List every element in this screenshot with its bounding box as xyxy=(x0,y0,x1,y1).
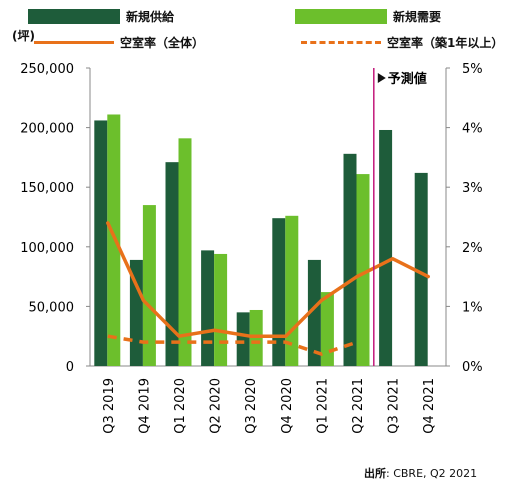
source-title: 出所 xyxy=(364,467,386,480)
y-tick-label-right: 3% xyxy=(462,181,483,196)
bar-demand xyxy=(142,205,156,366)
source-text: : CBRE, Q2 2021 xyxy=(386,467,478,480)
y-tick-label-left: 50,000 xyxy=(29,300,75,315)
legend-line-vacancy-total xyxy=(34,41,114,44)
x-tick-label: Q2 2021 xyxy=(351,378,366,434)
x-tick-label: Q1 2021 xyxy=(315,378,330,434)
bar-supply xyxy=(379,129,393,366)
legend-item-supply: 新規供給 xyxy=(28,8,174,25)
source-note: 出所: CBRE, Q2 2021 xyxy=(364,465,477,481)
line-vacancy-total xyxy=(106,221,430,338)
line-vacancy-1yr xyxy=(107,334,358,356)
bar-demand xyxy=(178,138,192,366)
bar-supply xyxy=(343,153,357,366)
legend-label-demand: 新規需要 xyxy=(393,10,442,24)
forecast-arrow-icon xyxy=(377,73,386,83)
legend-label-supply: 新規供給 xyxy=(126,10,175,24)
bar-supply xyxy=(414,172,428,366)
bar-demand xyxy=(249,309,263,366)
y-axis-unit-label: (坪) xyxy=(12,29,35,43)
x-tick-label: Q4 2021 xyxy=(422,378,437,434)
bar-supply xyxy=(272,218,286,366)
bar-supply xyxy=(236,312,250,366)
bar-demand xyxy=(107,114,121,366)
y-tick-label-left: 100,000 xyxy=(20,241,74,256)
x-tick-label: Q3 2021 xyxy=(387,378,402,434)
bar-demand xyxy=(214,253,228,366)
x-tick-label: Q3 2019 xyxy=(102,378,117,434)
y-tick-label-left: 200,000 xyxy=(20,122,74,137)
y-tick-label-right: 4% xyxy=(462,122,483,137)
x-tick-label: Q3 2020 xyxy=(244,378,259,434)
y-tick-label-left: 150,000 xyxy=(20,181,74,196)
legend-swatch-demand xyxy=(295,9,387,24)
x-tick-label: Q4 2020 xyxy=(280,378,295,434)
bar-supply xyxy=(94,120,108,366)
y-tick-label-right: 1% xyxy=(462,300,483,315)
bar-demand xyxy=(320,292,334,366)
bar-supply xyxy=(201,250,215,366)
x-tick-label: Q1 2020 xyxy=(173,378,188,434)
x-tick-label: Q2 2020 xyxy=(209,378,224,434)
bar-supply xyxy=(307,259,321,366)
forecast-label: 予測値 xyxy=(388,71,427,87)
bar-demand xyxy=(356,174,370,366)
y-tick-label-left: 0 xyxy=(66,360,74,375)
y-tick-label-right: 0% xyxy=(462,360,483,375)
legend-label-vacancy-total: 空室率（全体） xyxy=(120,36,205,50)
y-tick-label-left: 250,000 xyxy=(20,62,74,77)
y-tick-label-right: 2% xyxy=(462,241,483,256)
legend-label-vacancy-1yr: 空室率（築1年以上） xyxy=(387,36,504,50)
bar-supply xyxy=(165,162,179,366)
legend-item-demand: 新規需要 xyxy=(295,8,441,25)
legend-swatch-supply xyxy=(28,9,120,24)
legend-line-vacancy-1yr xyxy=(301,41,381,44)
bar-supply xyxy=(129,259,143,366)
y-tick-label-right: 5% xyxy=(462,62,483,77)
x-tick-label: Q4 2019 xyxy=(137,378,152,434)
legend-item-vacancy-total: 空室率（全体） xyxy=(28,34,204,51)
legend-item-vacancy-1yr: 空室率（築1年以上） xyxy=(295,34,503,51)
